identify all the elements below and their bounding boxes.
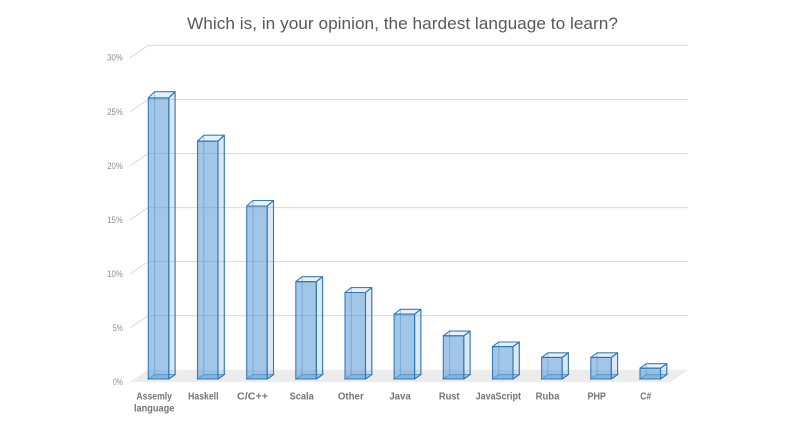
svg-text:language: language [134,404,175,415]
svg-text:Haskell: Haskell [188,392,219,403]
svg-text:Java: Java [389,392,411,403]
svg-text:20%: 20% [107,161,123,171]
svg-text:Ruba: Ruba [536,392,560,403]
svg-text:Assemly: Assemly [136,392,172,403]
svg-text:30%: 30% [107,53,123,63]
svg-text:PHP: PHP [588,392,607,403]
svg-text:JavaScript: JavaScript [476,392,522,403]
svg-text:C/C++: C/C++ [237,392,268,403]
svg-text:10%: 10% [107,269,123,279]
svg-text:Scala: Scala [290,392,314,403]
svg-text:15%: 15% [107,215,123,225]
svg-text:5%: 5% [113,323,123,333]
svg-text:C#: C# [640,392,651,403]
svg-text:Which is, in your opinion, the: Which is, in your opinion, the hardest l… [187,14,618,33]
svg-text:Rust: Rust [439,392,460,403]
svg-text:Other: Other [338,392,364,403]
svg-text:25%: 25% [107,107,123,117]
svg-text:0%: 0% [113,377,123,387]
